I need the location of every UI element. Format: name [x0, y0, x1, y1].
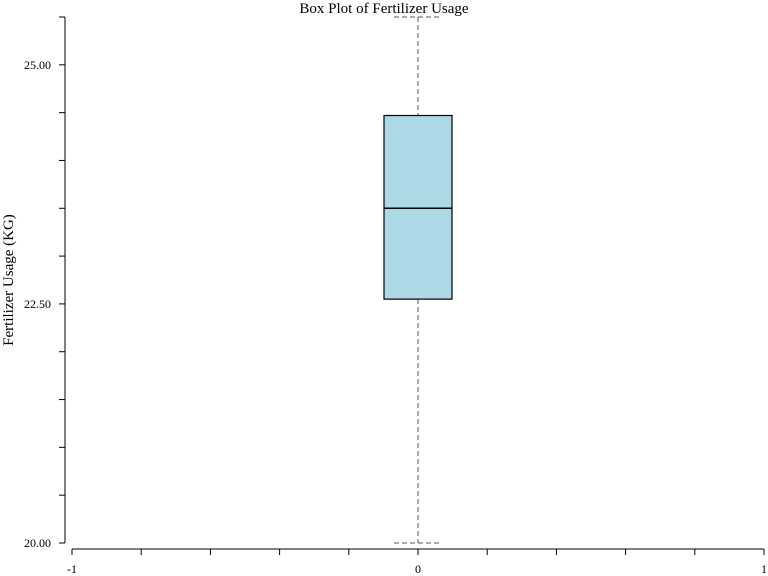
chart-title: Box Plot of Fertilizer Usage [299, 1, 468, 17]
y-tick-label: 20.00 [24, 536, 51, 550]
plot-area: 20.00 22.50 25.00 -1 0 1 [24, 16, 767, 576]
x-tick-label: -1 [67, 562, 77, 576]
y-tick-label: 22.50 [24, 297, 51, 311]
y-axis-label: Fertilizer Usage (KG) [1, 214, 17, 346]
x-tick-label: 1 [761, 562, 767, 576]
y-tick-label: 25.00 [24, 58, 51, 72]
x-tick-label: 0 [415, 562, 421, 576]
iqr-box [383, 114, 453, 300]
